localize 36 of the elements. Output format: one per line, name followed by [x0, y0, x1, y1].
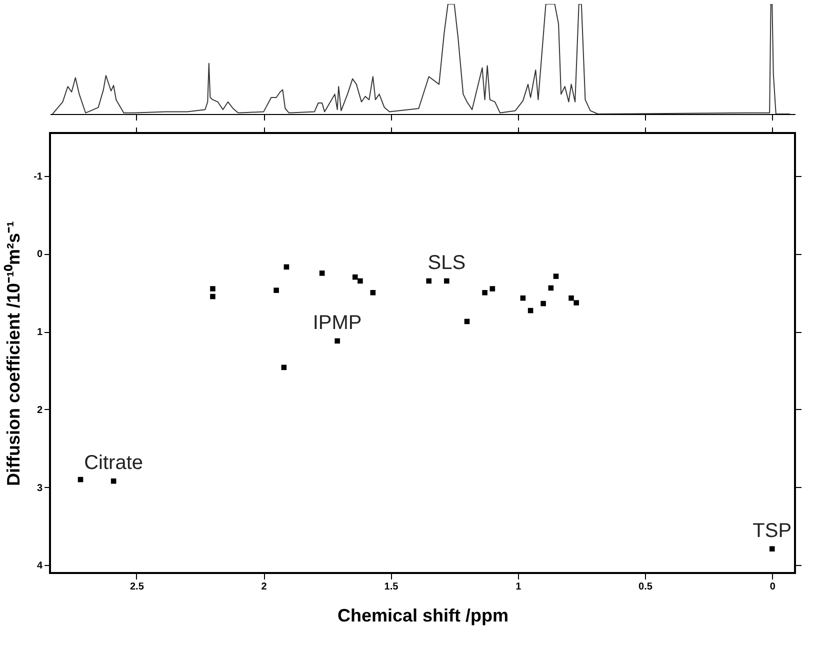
annotation: SLS	[428, 252, 466, 274]
point	[769, 546, 775, 552]
y-tick-label: 1	[36, 327, 43, 338]
point	[426, 278, 432, 284]
point	[540, 300, 546, 306]
point	[110, 478, 116, 484]
y-tick-label: 4	[36, 560, 43, 572]
x-tick-label: 0.5	[638, 582, 653, 592]
y-tick-label: 2	[36, 404, 43, 416]
point	[358, 278, 363, 284]
x-tick-label: 1.5	[384, 582, 399, 592]
point	[490, 286, 496, 292]
x-tick-label: 0	[770, 582, 776, 592]
point	[553, 274, 559, 279]
point	[319, 270, 325, 276]
x-tick-label: 2	[261, 582, 268, 592]
y-tick-label: 0	[36, 249, 43, 260]
point	[274, 288, 279, 293]
point	[210, 294, 216, 300]
point	[352, 274, 358, 280]
x-tick-label: 2.5	[130, 582, 144, 592]
point	[210, 286, 216, 292]
y-tick-label: 3	[36, 482, 43, 494]
point	[444, 278, 450, 284]
y-tick-label: -1	[34, 171, 43, 182]
point	[482, 290, 488, 296]
point	[568, 295, 574, 301]
point	[574, 300, 579, 306]
point	[334, 338, 340, 344]
annotation: IPMP	[312, 312, 362, 334]
x-axis-title: Chemical shift /ppm	[337, 606, 509, 626]
y-axis-title: Diffusion coefficient /10⁻¹⁰m²s⁻¹	[4, 220, 24, 486]
point	[370, 290, 376, 296]
annotation: Citrate	[84, 452, 144, 474]
x-tick-label: 1	[516, 582, 522, 592]
annotation: TSP	[752, 520, 792, 542]
